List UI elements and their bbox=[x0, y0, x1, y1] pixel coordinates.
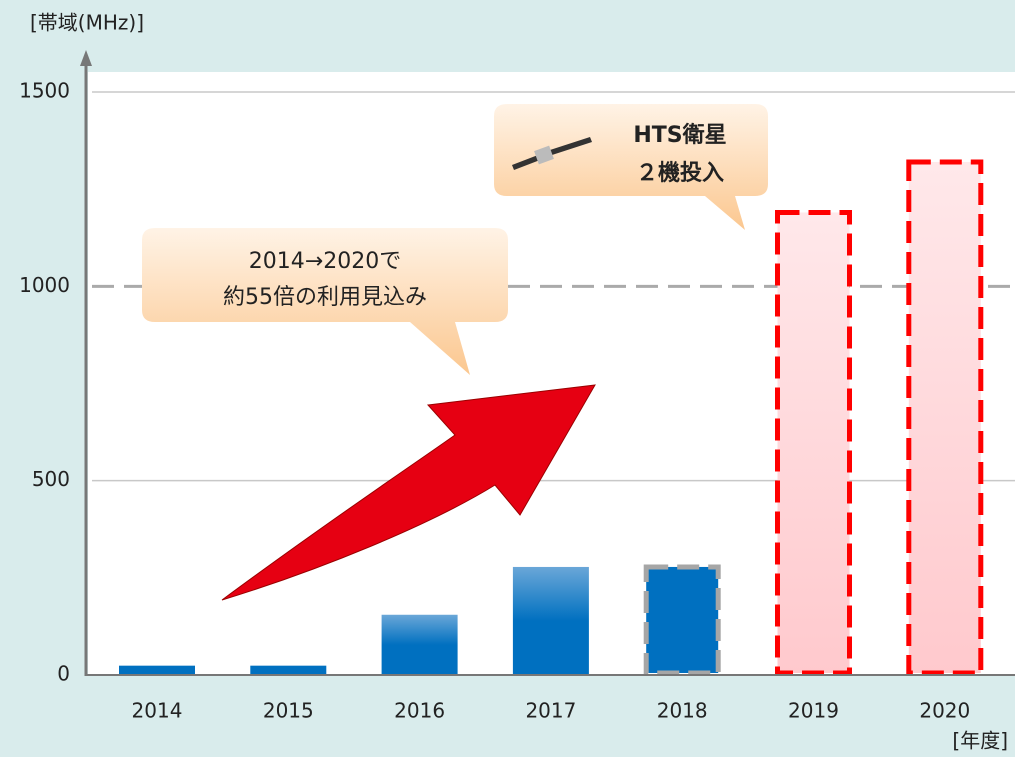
callout bbox=[142, 228, 508, 375]
annotation: 2014→2020で bbox=[249, 249, 401, 274]
growth-arrow bbox=[221, 384, 596, 601]
y-tick-label: 1500 bbox=[19, 79, 70, 103]
x-tick-label: 2017 bbox=[525, 699, 576, 723]
bar bbox=[775, 209, 852, 676]
y-axis-arrow bbox=[80, 50, 92, 66]
annotation: HTS衛星 bbox=[633, 122, 726, 148]
satellite-icon bbox=[512, 137, 592, 170]
callout bbox=[494, 104, 768, 230]
annotation: ２機投入 bbox=[636, 161, 724, 186]
bar bbox=[119, 665, 195, 675]
annotation: 約55倍の利用見込み bbox=[223, 285, 427, 310]
x-tick-label: 2016 bbox=[394, 699, 445, 723]
y-tick-label: 1000 bbox=[19, 273, 70, 297]
x-tick-label: 2018 bbox=[657, 699, 708, 723]
bar bbox=[906, 159, 984, 676]
bar bbox=[512, 566, 589, 675]
x-axis-label: [年度] bbox=[952, 729, 1008, 753]
x-tick-label: 2015 bbox=[263, 699, 314, 723]
y-tick-label: 500 bbox=[32, 467, 70, 491]
x-tick-label: 2014 bbox=[132, 699, 183, 723]
bar bbox=[643, 564, 721, 676]
y-axis-label: [帯域(MHz)] bbox=[30, 11, 144, 35]
y-tick-label: 0 bbox=[57, 662, 70, 686]
x-tick-label: 2019 bbox=[788, 699, 839, 723]
bar bbox=[381, 614, 458, 675]
x-tick-label: 2020 bbox=[919, 699, 970, 723]
bar bbox=[250, 665, 327, 675]
